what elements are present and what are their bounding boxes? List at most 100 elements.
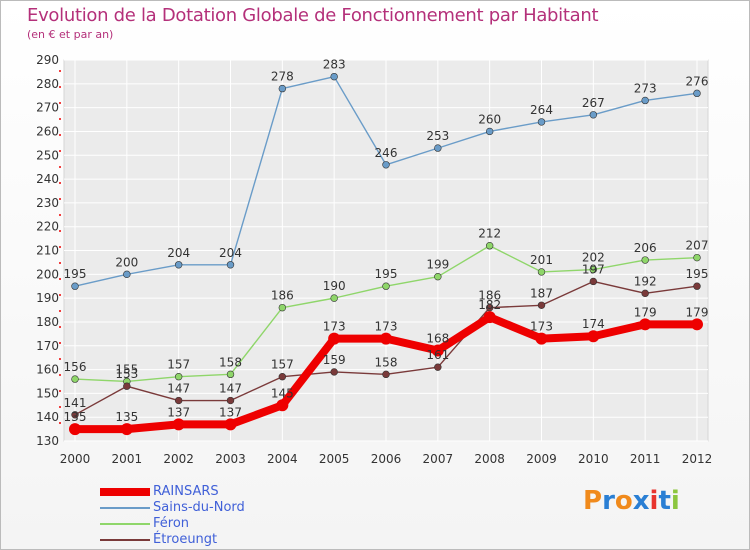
- data-point: [431, 344, 444, 357]
- data-label: 273: [634, 81, 657, 95]
- data-point: [485, 303, 494, 312]
- data-label: 153: [115, 367, 138, 381]
- x-tick-label: 2006: [371, 452, 402, 466]
- data-label: 204: [219, 246, 242, 260]
- legend-swatch: [100, 488, 150, 496]
- data-label: 246: [375, 146, 398, 160]
- data-point: [693, 89, 701, 98]
- data-label: 158: [219, 355, 242, 369]
- data-point: [330, 294, 338, 302]
- legend-label: RAINSARS: [153, 484, 219, 499]
- data-point: [641, 289, 649, 298]
- y-tick-label: 260: [36, 124, 59, 138]
- data-label: 190: [323, 279, 346, 293]
- y-tick-label: 210: [36, 244, 59, 258]
- legend-swatch: [100, 539, 150, 541]
- data-label: 137: [219, 405, 242, 419]
- legend-label: Sains-du-Nord: [153, 500, 245, 515]
- logo-letter: i: [670, 486, 680, 516]
- data-point: [226, 396, 235, 405]
- x-tick-label: 2003: [215, 452, 246, 466]
- x-tick-label: 2011: [630, 452, 661, 466]
- data-label: 159: [323, 353, 346, 367]
- data-label: 145: [271, 386, 294, 400]
- data-point: [382, 282, 390, 290]
- data-point: [226, 261, 235, 269]
- x-tick-label: 2010: [578, 452, 609, 466]
- data-point: [641, 96, 649, 105]
- data-label: 197: [582, 262, 605, 276]
- y-tick-label: 230: [36, 196, 59, 210]
- data-label: 195: [64, 267, 87, 281]
- data-label: 186: [478, 289, 501, 303]
- proxiti-logo: Proxiti: [583, 486, 680, 516]
- data-point: [434, 144, 442, 152]
- data-label: 260: [478, 112, 501, 126]
- legend-swatch: [100, 523, 150, 525]
- y-tick-label: 270: [36, 101, 59, 115]
- x-tick-label: 2000: [60, 452, 91, 466]
- y-tick-label: 160: [36, 363, 59, 377]
- data-label: 156: [64, 360, 87, 374]
- y-tick-label: 240: [36, 172, 59, 186]
- data-point: [589, 265, 598, 274]
- data-label: 174: [582, 317, 605, 331]
- data-point: [172, 418, 185, 431]
- data-label: 187: [530, 286, 553, 300]
- data-label: 168: [426, 332, 449, 346]
- data-label: 173: [375, 320, 398, 334]
- y-tick-label: 290: [36, 53, 59, 67]
- y-tick-label: 250: [36, 148, 59, 162]
- data-label: 202: [582, 251, 605, 265]
- data-point: [328, 332, 341, 345]
- data-point: [693, 253, 701, 262]
- data-point: [174, 373, 183, 381]
- data-point: [537, 118, 546, 126]
- x-tick-label: 2004: [267, 452, 298, 466]
- data-point: [434, 272, 442, 281]
- data-label: 182: [478, 298, 501, 312]
- data-label: 276: [686, 74, 709, 88]
- data-label: 195: [686, 267, 709, 281]
- logo-letter: x: [632, 486, 650, 516]
- data-label: 157: [271, 358, 294, 372]
- data-point: [278, 303, 287, 312]
- data-point: [71, 375, 79, 383]
- data-point: [483, 311, 496, 324]
- data-point: [587, 330, 600, 343]
- data-label: 155: [115, 362, 138, 376]
- data-point: [537, 301, 546, 309]
- y-tick-label: 200: [36, 267, 59, 281]
- x-tick-label: 2008: [474, 452, 505, 466]
- x-tick-label: 2005: [319, 452, 350, 466]
- data-point: [330, 368, 338, 376]
- data-point: [69, 423, 81, 436]
- x-tick-label: 2002: [163, 452, 194, 466]
- data-label: 135: [64, 410, 87, 424]
- data-label: 173: [323, 320, 346, 334]
- data-label: 267: [582, 96, 605, 110]
- logo-letter: o: [614, 486, 633, 516]
- data-point: [71, 411, 79, 419]
- data-point: [226, 370, 235, 379]
- data-label: 207: [686, 239, 709, 253]
- data-point: [330, 72, 338, 81]
- data-point: [537, 268, 546, 276]
- data-label: 192: [634, 274, 657, 288]
- data-point: [174, 261, 183, 269]
- legend-label: Féron: [153, 516, 190, 531]
- data-label: 199: [426, 258, 449, 272]
- y-tick-label: 220: [36, 220, 59, 234]
- data-point: [691, 318, 703, 331]
- data-label: 186: [271, 289, 294, 303]
- legend-label: Étroeungt: [153, 532, 218, 547]
- logo-letter: P: [583, 486, 603, 516]
- y-tick-label: 190: [36, 291, 59, 305]
- y-tick-label: 280: [36, 77, 59, 91]
- data-point: [589, 277, 598, 286]
- y-tick-label: 140: [36, 410, 59, 424]
- data-point: [380, 332, 392, 345]
- data-label: 212: [478, 227, 501, 241]
- logo-letter: i: [649, 486, 659, 516]
- data-label: 173: [530, 320, 553, 334]
